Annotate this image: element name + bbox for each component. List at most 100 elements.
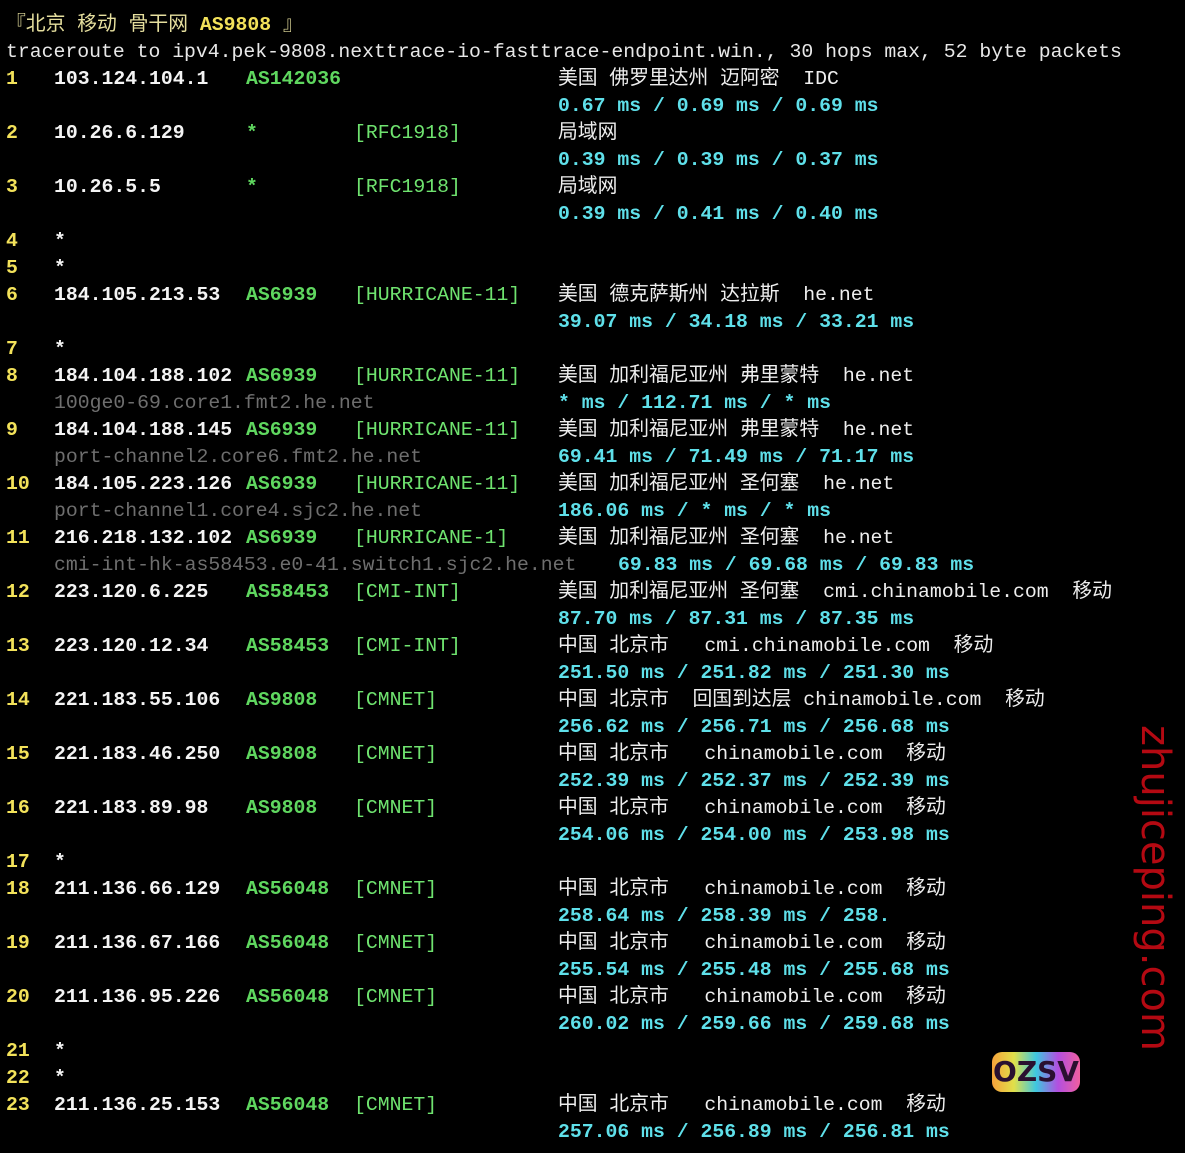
hop-rtt: 0.39 ms / 0.41 ms / 0.40 ms [558,203,879,225]
hop-asn: AS9808 [246,797,318,819]
hop-detail-row: 251.50 ms / 251.82 ms / 251.30 ms [0,660,1185,687]
hop-location: 中国 北京市 chinamobile.com 移动 [558,986,946,1008]
hop-rtt: 257.06 ms / 256.89 ms / 256.81 ms [558,1121,950,1143]
hop-row: 8 184.104.188.102 AS6939 [HURRICANE-11] 美国 加… [0,363,1185,390]
hop-rtt: 252.39 ms / 252.37 ms / 252.39 ms [558,770,950,792]
hop-row: 21 * [0,1038,1185,1065]
hop-rtt: 69.83 ms / 69.68 ms / 69.83 ms [618,554,975,576]
hop-tag: [HURRICANE-11] [354,284,521,306]
hop-asn: AS56048 [246,1094,330,1116]
hop-location: 中国 北京市 chinamobile.com 移动 [558,743,946,765]
hop-asn: AS6939 [246,284,318,306]
hop-number: 1 [6,68,18,90]
hop-asn: AS56048 [246,986,330,1008]
hop-detail-row: port-channel2.core6.fmt2.he.net 69.41 ms … [0,444,1185,471]
hop-ip: 184.105.213.53 [54,284,221,306]
hop-ip: 223.120.12.34 [54,635,209,657]
hop-asn: AS9808 [246,689,318,711]
hop-ip: 211.136.95.226 [54,986,221,1008]
hop-row: 1 103.124.104.1 AS142036 美国 佛罗里达州 迈阿密 IDC [0,66,1185,93]
hop-detail-row: 256.62 ms / 256.71 ms / 256.68 ms [0,714,1185,741]
hop-asn: AS142036 [246,68,341,90]
hop-location: 美国 加利福尼亚州 弗里蒙特 he.net [558,365,915,387]
hop-number: 11 [6,527,30,549]
hop-row: 10 184.105.223.126 AS6939 [HURRICANE-11] 美国 … [0,471,1185,498]
hop-detail-row: 252.39 ms / 252.37 ms / 252.39 ms [0,768,1185,795]
hop-tag: [HURRICANE-11] [354,419,521,441]
hop-location: 局域网 [558,122,618,144]
hop-asn: * [246,176,258,198]
hop-tag: [RFC1918] [354,122,461,144]
hop-number: 6 [6,284,18,306]
hop-rtt: 254.06 ms / 254.00 ms / 253.98 ms [558,824,950,846]
hop-number: 17 [6,851,30,873]
hop-row: 6 184.105.213.53 AS6939 [HURRICANE-11] 美国 德克… [0,282,1185,309]
hop-number: 5 [6,257,18,279]
hop-row: 11 216.218.132.102 AS6939 [HURRICANE-1] 美国 加… [0,525,1185,552]
hop-hostname: cmi-int-hk-as58453.e0-41.switch1.sjc2.he… [54,554,577,576]
hop-location: 美国 加利福尼亚州 圣何塞 he.net [558,527,895,549]
hop-asn: AS6939 [246,473,318,495]
title-line: 『北京 移动 骨干网 AS9808 』 [0,12,1185,39]
hop-detail-row: cmi-int-hk-as58453.e0-41.switch1.sjc2.he… [0,552,1185,579]
hop-asn: AS56048 [246,878,330,900]
hop-detail-row: 255.54 ms / 255.48 ms / 255.68 ms [0,957,1185,984]
hop-number: 19 [6,932,30,954]
hop-location: 美国 加利福尼亚州 弗里蒙特 he.net [558,419,915,441]
hop-location: 美国 加利福尼亚州 圣何塞 cmi.chinamobile.com 移动 [558,581,1112,603]
hop-number: 4 [6,230,18,252]
hop-row: 9 184.104.188.145 AS6939 [HURRICANE-11] 美国 加… [0,417,1185,444]
hop-rtt: 0.67 ms / 0.69 ms / 0.69 ms [558,95,879,117]
hop-ip: 211.136.67.166 [54,932,221,954]
hop-location: 中国 北京市 回国到达层 chinamobile.com 移动 [558,689,1045,711]
hop-number: 21 [6,1040,30,1062]
hop-ip: 223.120.6.225 [54,581,209,603]
hop-row: 4 * [0,228,1185,255]
hop-row: 13 223.120.12.34 AS58453 [CMI-INT] 中国 北京市 cm… [0,633,1185,660]
hop-number: 3 [6,176,18,198]
hop-number: 16 [6,797,30,819]
hop-hostname: port-channel2.core6.fmt2.he.net [54,446,422,468]
hop-ip: 184.104.188.145 [54,419,233,441]
hop-detail-row: 0.67 ms / 0.69 ms / 0.69 ms [0,93,1185,120]
hop-number: 20 [6,986,30,1008]
hop-asn: AS9808 [246,743,318,765]
hop-detail-row: 257.06 ms / 256.89 ms / 256.81 ms [0,1119,1185,1146]
hop-detail-row: 0.39 ms / 0.39 ms / 0.37 ms [0,147,1185,174]
hop-detail-row: 260.02 ms / 259.66 ms / 259.68 ms [0,1011,1185,1038]
hop-detail-row: 254.06 ms / 254.00 ms / 253.98 ms [0,822,1185,849]
hop-number: 13 [6,635,30,657]
hop-detail-row: 258.64 ms / 258.39 ms / 258. [0,903,1185,930]
hop-asn: AS6939 [246,419,318,441]
hop-detail-row: 0.39 ms / 0.41 ms / 0.40 ms [0,201,1185,228]
title-asn: AS9808 [199,14,272,36]
hop-tag: [CMNET] [354,689,438,711]
hop-number: 9 [6,419,18,441]
hop-number: 12 [6,581,30,603]
title-suffix: 』 [271,14,303,36]
hop-row: 18 211.136.66.129 AS56048 [CMNET] 中国 北京市 chi… [0,876,1185,903]
hop-rtt: 186.06 ms / * ms / * ms [558,500,832,522]
hop-rtt: 256.62 ms / 256.71 ms / 256.68 ms [558,716,950,738]
hop-rtt: * ms / 112.71 ms / * ms [558,392,832,414]
hop-row: 3 10.26.5.5 * [RFC1918] 局域网 [0,174,1185,201]
hop-rtt: 87.70 ms / 87.31 ms / 87.35 ms [558,608,915,630]
hop-ip: 221.183.46.250 [54,743,221,765]
hop-ip: 184.104.188.102 [54,365,233,387]
hop-ip: * [54,257,66,279]
hop-detail-row: 100ge0-69.core1.fmt2.he.net * ms / 112.71… [0,390,1185,417]
hop-row: 15 221.183.46.250 AS9808 [CMNET] 中国 北京市 chin… [0,741,1185,768]
hop-number: 7 [6,338,18,360]
hop-row: 16 221.183.89.98 AS9808 [CMNET] 中国 北京市 china… [0,795,1185,822]
hop-location: 中国 北京市 cmi.chinamobile.com 移动 [558,635,994,657]
hop-ip: 216.218.132.102 [54,527,233,549]
hop-asn: AS6939 [246,527,318,549]
hop-rtt: 69.41 ms / 71.49 ms / 71.17 ms [558,446,915,468]
hop-rtt: 255.54 ms / 255.48 ms / 255.68 ms [558,959,950,981]
hop-detail-row: 39.07 ms / 34.18 ms / 33.21 ms [0,309,1185,336]
hop-rtt: 39.07 ms / 34.18 ms / 33.21 ms [558,311,915,333]
hop-tag: [HURRICANE-11] [354,473,521,495]
title: 『北京 移动 骨干网 AS9808 』 [6,12,303,39]
hop-detail-row: 87.70 ms / 87.31 ms / 87.35 ms [0,606,1185,633]
